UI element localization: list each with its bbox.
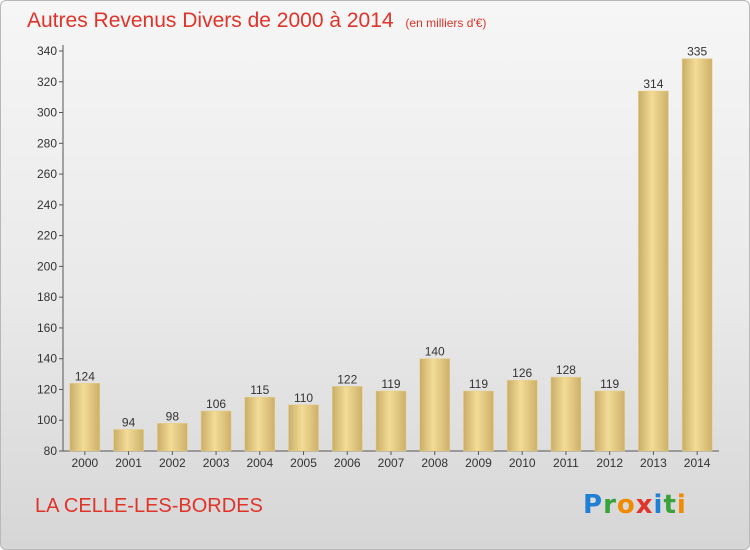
bar-2012 — [594, 390, 625, 452]
x-tick-label-2000: 2000 — [72, 456, 99, 470]
value-label-2011: 128 — [556, 363, 576, 377]
x-tick-label-2012: 2012 — [596, 456, 623, 470]
bars-group — [69, 58, 713, 452]
y-tick-label: 300 — [37, 106, 57, 120]
chart-title: Autres Revenus Divers de 2000 à 2014 (en… — [27, 9, 486, 33]
x-tick-label-2006: 2006 — [334, 456, 361, 470]
x-tick-label-2008: 2008 — [421, 456, 448, 470]
value-label-2008: 140 — [425, 345, 445, 359]
value-label-2012: 119 — [600, 377, 619, 391]
x-tick-label-2010: 2010 — [509, 456, 536, 470]
x-tick-label-2001: 2001 — [115, 456, 142, 470]
bar-2005 — [288, 404, 319, 452]
x-tick-label-2007: 2007 — [378, 456, 405, 470]
y-tick-label: 200 — [37, 259, 57, 273]
bar-2002 — [157, 423, 188, 452]
bar-2009 — [463, 390, 494, 452]
x-tick-label-2011: 2011 — [553, 456, 579, 470]
y-tick-label: 220 — [37, 229, 57, 243]
y-tick-label: 80 — [44, 444, 58, 458]
value-label-2004: 115 — [250, 383, 269, 397]
bar-2008 — [419, 358, 450, 452]
bar-2006 — [332, 386, 363, 452]
value-label-2005: 110 — [294, 391, 313, 405]
value-label-2014: 335 — [687, 45, 707, 59]
value-labels-group: 124 94 98 106 115 110 122 119 140 119 126 128 119 314… — [75, 45, 708, 430]
x-tick-label-2014: 2014 — [684, 456, 711, 470]
x-tick-label-2009: 2009 — [465, 456, 492, 470]
bar-2007 — [375, 390, 407, 452]
y-tick-label: 160 — [37, 321, 57, 335]
y-tick-label: 260 — [37, 167, 57, 181]
bar-2010 — [506, 379, 538, 452]
value-label-2007: 119 — [381, 377, 400, 391]
value-label-2001: 94 — [122, 415, 136, 429]
y-tick-label: 120 — [37, 382, 57, 396]
value-label-2000: 124 — [75, 369, 95, 383]
value-label-2009: 119 — [469, 377, 488, 391]
chart-subtitle: (en milliers d'€) — [405, 16, 487, 30]
bar-2000 — [69, 383, 101, 452]
value-label-2003: 106 — [206, 397, 226, 411]
y-tick-label: 240 — [37, 198, 57, 212]
y-tick-label: 140 — [37, 352, 57, 366]
x-tick-label-2003: 2003 — [203, 456, 230, 470]
x-tick-label-2005: 2005 — [290, 456, 317, 470]
proxiti-logo: Proxiti — [583, 490, 687, 520]
value-label-2013: 314 — [643, 77, 663, 91]
bar-2001 — [113, 429, 144, 452]
y-tick-label: 320 — [37, 75, 57, 89]
value-label-2006: 122 — [337, 372, 357, 386]
chart-title-text: Autres Revenus Divers de 2000 à 2014 — [27, 9, 394, 32]
y-tick-label: 280 — [37, 136, 57, 150]
y-axis: 80 100 120 140 160 180 200 220 240 260 280 300 320 34… — [37, 44, 64, 458]
x-tick-label-2002: 2002 — [159, 456, 186, 470]
place-name: LA CELLE-LES-BORDES — [35, 495, 263, 517]
value-label-2002: 98 — [166, 409, 180, 423]
value-label-2010: 126 — [512, 366, 532, 380]
y-tick-label: 100 — [37, 413, 57, 427]
bar-2011 — [550, 376, 582, 452]
y-tick-label: 180 — [37, 290, 57, 304]
bar-2004 — [244, 396, 276, 452]
x-tick-label-2004: 2004 — [246, 456, 273, 470]
bar-2013 — [638, 90, 669, 452]
x-axis: 2000 2001 2002 2003 2004 2005 2006 2007 2008 2009… — [63, 450, 719, 470]
bar-2003 — [200, 410, 232, 452]
bar-2014 — [681, 58, 713, 452]
y-tick-label: 340 — [37, 44, 57, 58]
x-tick-label-2013: 2013 — [640, 456, 667, 470]
